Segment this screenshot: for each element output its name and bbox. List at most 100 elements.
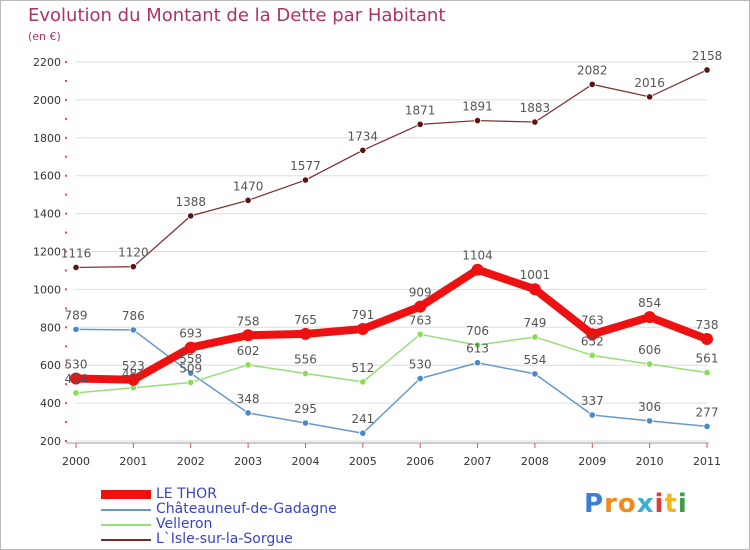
data-point-isle-sur-la-sorgue: [588, 80, 596, 88]
data-label-isle-sur-la-sorgue: 2158: [692, 49, 723, 63]
y-tick-label: 1600: [33, 170, 61, 183]
data-point-le-thor: [184, 341, 197, 354]
proxiti-logo: Proxiti: [584, 489, 688, 519]
data-point-le-thor: [528, 283, 541, 296]
x-tick-label: 2001: [119, 455, 147, 468]
data-point-isle-sur-la-sorgue: [646, 93, 654, 101]
logo-letter: x: [636, 489, 655, 519]
y-tick-label: 800: [40, 321, 61, 334]
x-tick-label: 2006: [406, 455, 434, 468]
legend-item-isle-sur-la-sorgue: L`Isle-sur-la-Sorgue: [101, 531, 501, 548]
y-tick-label: 1400: [33, 208, 61, 221]
data-point-velleron: [473, 341, 482, 349]
data-point-le-thor: [299, 327, 312, 340]
data-label-isle-sur-la-sorgue: 2016: [634, 76, 665, 90]
x-tick-label: 2002: [177, 455, 205, 468]
data-label-chateauneuf: 348: [237, 392, 260, 406]
series-line-chateauneuf: [75, 328, 708, 434]
data-point-chateauneuf: [588, 411, 596, 419]
data-label-isle-sur-la-sorgue: 1116: [61, 246, 92, 260]
data-point-le-thor: [127, 373, 140, 386]
data-label-isle-sur-la-sorgue: 1577: [290, 159, 321, 173]
data-label-le-thor: 765: [294, 313, 317, 327]
data-label-le-thor: 1104: [462, 249, 493, 263]
data-point-isle-sur-la-sorgue: [473, 116, 482, 125]
data-label-isle-sur-la-sorgue: 1883: [520, 101, 551, 115]
data-label-chateauneuf: 306: [638, 400, 661, 414]
data-point-chateauneuf: [416, 374, 424, 383]
data-point-le-thor: [356, 323, 369, 336]
legend-label-velleron: Velleron: [156, 516, 213, 532]
data-label-velleron: 512: [351, 361, 374, 375]
data-point-velleron: [703, 368, 711, 377]
data-point-chateauneuf: [473, 359, 482, 367]
data-label-isle-sur-la-sorgue: 1871: [405, 103, 436, 117]
data-label-chateauneuf: 558: [179, 352, 202, 366]
data-label-isle-sur-la-sorgue: 1470: [233, 179, 264, 193]
data-label-chateauneuf: 613: [466, 342, 489, 356]
data-label-isle-sur-la-sorgue: 1388: [175, 195, 206, 209]
logo-letter: r: [604, 489, 618, 519]
legend-item-le-thor: LE THOR: [101, 486, 501, 503]
data-point-chateauneuf: [531, 370, 539, 378]
y-tick-label: 1800: [33, 132, 61, 145]
x-tick-label: 2008: [521, 455, 549, 468]
series-line-velleron: [75, 333, 708, 394]
data-point-isle-sur-la-sorgue: [359, 146, 367, 154]
logo-letter: i: [677, 489, 688, 519]
data-label-velleron: 749: [523, 316, 546, 330]
data-label-le-thor: 758: [237, 314, 260, 328]
data-point-velleron: [359, 378, 367, 386]
data-point-velleron: [531, 333, 539, 341]
logo-letter: i: [654, 489, 665, 519]
legend-label-isle-sur-la-sorgue: L`Isle-sur-la-Sorgue: [156, 531, 293, 547]
data-point-isle-sur-la-sorgue: [244, 196, 252, 204]
legend-swatch-isle-sur-la-sorgue: [101, 539, 151, 541]
data-point-isle-sur-la-sorgue: [703, 66, 711, 74]
x-tick-label: 2000: [62, 455, 90, 468]
logo-letter: o: [617, 489, 637, 519]
data-point-isle-sur-la-sorgue: [416, 120, 424, 128]
data-point-chateauneuf: [187, 369, 195, 377]
y-tick-label: 2000: [33, 94, 61, 107]
legend-item-velleron: Velleron: [101, 516, 501, 533]
data-label-velleron: 556: [294, 353, 317, 367]
data-point-velleron: [646, 360, 654, 368]
data-point-isle-sur-la-sorgue: [301, 176, 310, 184]
data-point-le-thor: [70, 372, 82, 385]
x-tick-label: 2004: [291, 455, 319, 468]
data-point-chateauneuf: [703, 422, 711, 431]
chart-title: Evolution du Montant de la Dette par Hab…: [28, 5, 446, 26]
data-label-velleron: 481: [122, 367, 145, 381]
y-tick-label: 200: [40, 435, 61, 448]
data-label-le-thor: 854: [638, 296, 661, 310]
data-point-isle-sur-la-sorgue: [187, 212, 195, 220]
data-point-chateauneuf: [359, 429, 367, 437]
data-label-le-thor: 693: [179, 327, 202, 341]
data-point-isle-sur-la-sorgue: [129, 263, 137, 271]
data-point-le-thor: [471, 263, 484, 276]
data-point-velleron: [187, 378, 195, 387]
data-label-velleron: 561: [696, 352, 719, 366]
data-label-isle-sur-la-sorgue: 1891: [462, 100, 493, 114]
data-label-velleron: 602: [237, 344, 260, 358]
data-point-le-thor: [242, 329, 255, 342]
data-point-velleron: [588, 351, 596, 359]
data-label-chateauneuf: 241: [351, 412, 374, 426]
data-label-isle-sur-la-sorgue: 2082: [577, 63, 608, 77]
x-tick-label: 2003: [234, 455, 262, 468]
data-point-chateauneuf: [301, 419, 310, 427]
x-tick-label: 2009: [578, 455, 606, 468]
chart-unit: (en €): [28, 30, 61, 43]
data-label-velleron: 606: [638, 343, 661, 357]
data-label-le-thor: 523: [122, 359, 145, 373]
x-tick-label: 2010: [636, 455, 664, 468]
logo-letter: t: [664, 489, 678, 519]
data-label-velleron: 706: [466, 324, 489, 338]
x-tick-label: 2007: [464, 455, 492, 468]
data-label-chateauneuf: 554: [523, 353, 546, 367]
data-label-le-thor: 791: [351, 308, 374, 322]
data-label-chateauneuf: 530: [409, 357, 432, 371]
data-label-le-thor: 738: [696, 318, 719, 332]
